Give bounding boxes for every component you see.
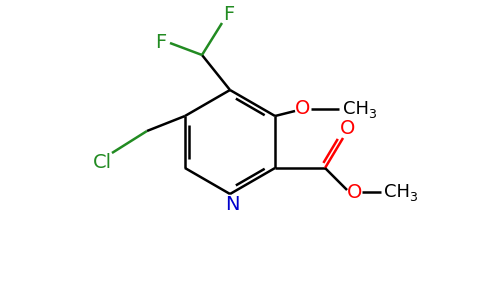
Text: 3: 3: [368, 107, 376, 121]
Text: F: F: [224, 4, 235, 23]
Text: Cl: Cl: [92, 154, 111, 172]
Text: F: F: [155, 32, 166, 52]
Text: O: O: [348, 182, 363, 202]
Text: N: N: [225, 194, 239, 214]
Text: CH: CH: [384, 183, 410, 201]
Text: CH: CH: [343, 100, 369, 118]
Text: O: O: [295, 100, 311, 118]
Text: O: O: [340, 118, 356, 137]
Text: 3: 3: [409, 190, 417, 203]
